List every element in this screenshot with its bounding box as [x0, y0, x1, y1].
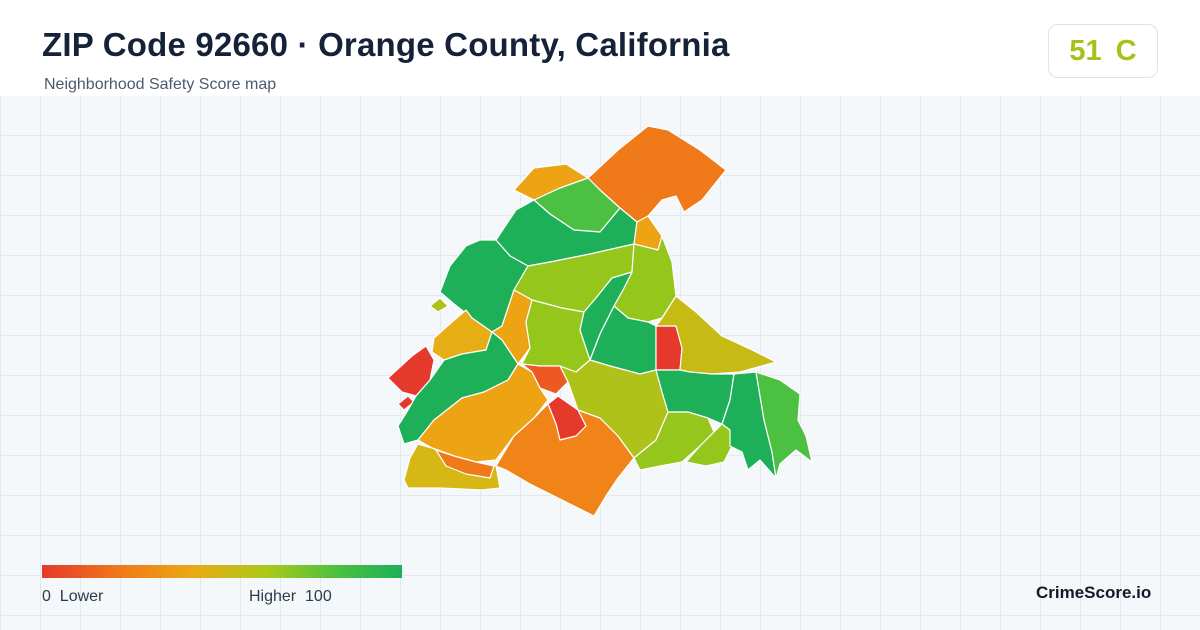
- legend-min-label: Lower: [59, 588, 104, 605]
- map-region[interactable]: [655, 295, 777, 375]
- legend-min: 0: [42, 588, 51, 605]
- score-grade: C: [1115, 34, 1137, 67]
- header: [0, 0, 1200, 96]
- map-region[interactable]: [755, 371, 813, 479]
- map-region[interactable]: [521, 299, 591, 373]
- map-region[interactable]: [429, 297, 449, 313]
- score-badge: 51 C: [1048, 24, 1158, 78]
- legend-low-label: 0 Lower: [42, 588, 103, 606]
- legend-max-label: Higher: [249, 588, 297, 605]
- page-title: ZIP Code 92660 · Orange County, Californ…: [42, 26, 730, 63]
- page-subtitle: Neighborhood Safety Score map: [44, 76, 277, 93]
- legend-high-label: Higher 100: [249, 588, 332, 606]
- legend-color-scale: [42, 565, 402, 578]
- legend-max: 100: [305, 588, 332, 605]
- map-region[interactable]: [435, 449, 495, 479]
- brand-logo-text[interactable]: CrimeScore.io: [1036, 583, 1152, 602]
- map-region[interactable]: [387, 345, 435, 397]
- score-value: 51: [1069, 34, 1102, 67]
- map-region[interactable]: [579, 271, 633, 361]
- map-region[interactable]: [521, 363, 569, 395]
